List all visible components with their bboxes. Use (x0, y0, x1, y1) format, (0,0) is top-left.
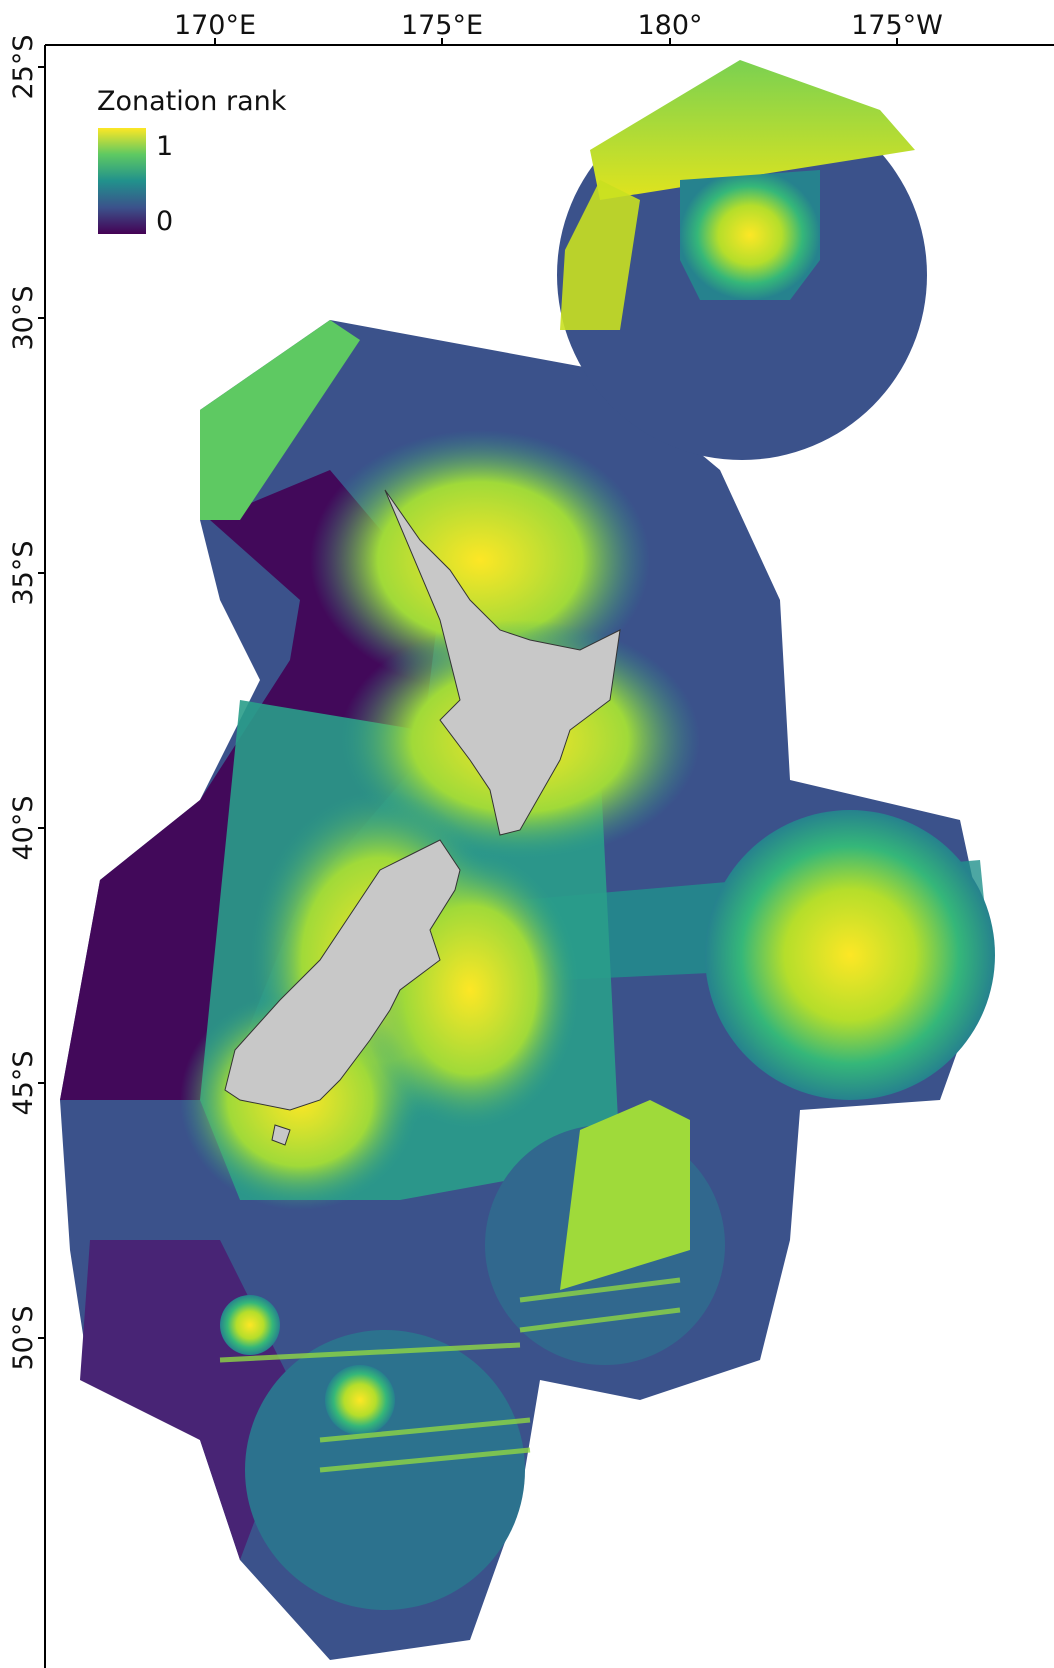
zone-high (325, 1365, 395, 1435)
zone-chatham (705, 810, 995, 1100)
legend-min-label: 0 (156, 206, 173, 237)
x-tick-label: 180° (637, 10, 702, 41)
legend-max-label: 1 (156, 131, 173, 162)
zone-high (590, 60, 915, 200)
y-tick-label: 50°S (8, 1306, 39, 1371)
stewart-island (271, 1124, 291, 1146)
zone-high (220, 1295, 280, 1355)
y-tick-label: 40°S (8, 796, 39, 861)
x-tick-label: 170°E (174, 10, 256, 41)
y-tick-label: 35°S (8, 541, 39, 606)
north-island (384, 489, 621, 836)
legend-colorbar (98, 128, 146, 234)
y-tick-label: 45°S (8, 1051, 39, 1116)
map-raster (60, 60, 995, 1660)
legend-title: Zonation rank (97, 86, 287, 117)
zone-auckland (245, 1330, 525, 1610)
zone-high (200, 320, 360, 520)
y-tick-label: 25°S (8, 35, 39, 100)
x-tick-label: 175°W (851, 10, 943, 41)
zone-high (560, 180, 640, 330)
zone-high (560, 1100, 690, 1290)
y-tick-label: 30°S (8, 286, 39, 351)
legend: Zonation rank 1 0 (97, 86, 287, 237)
x-tick-label: 175°E (401, 10, 483, 41)
zone-high (680, 170, 820, 300)
zone-stripes (219, 1277, 681, 1473)
south-island (224, 839, 461, 1111)
